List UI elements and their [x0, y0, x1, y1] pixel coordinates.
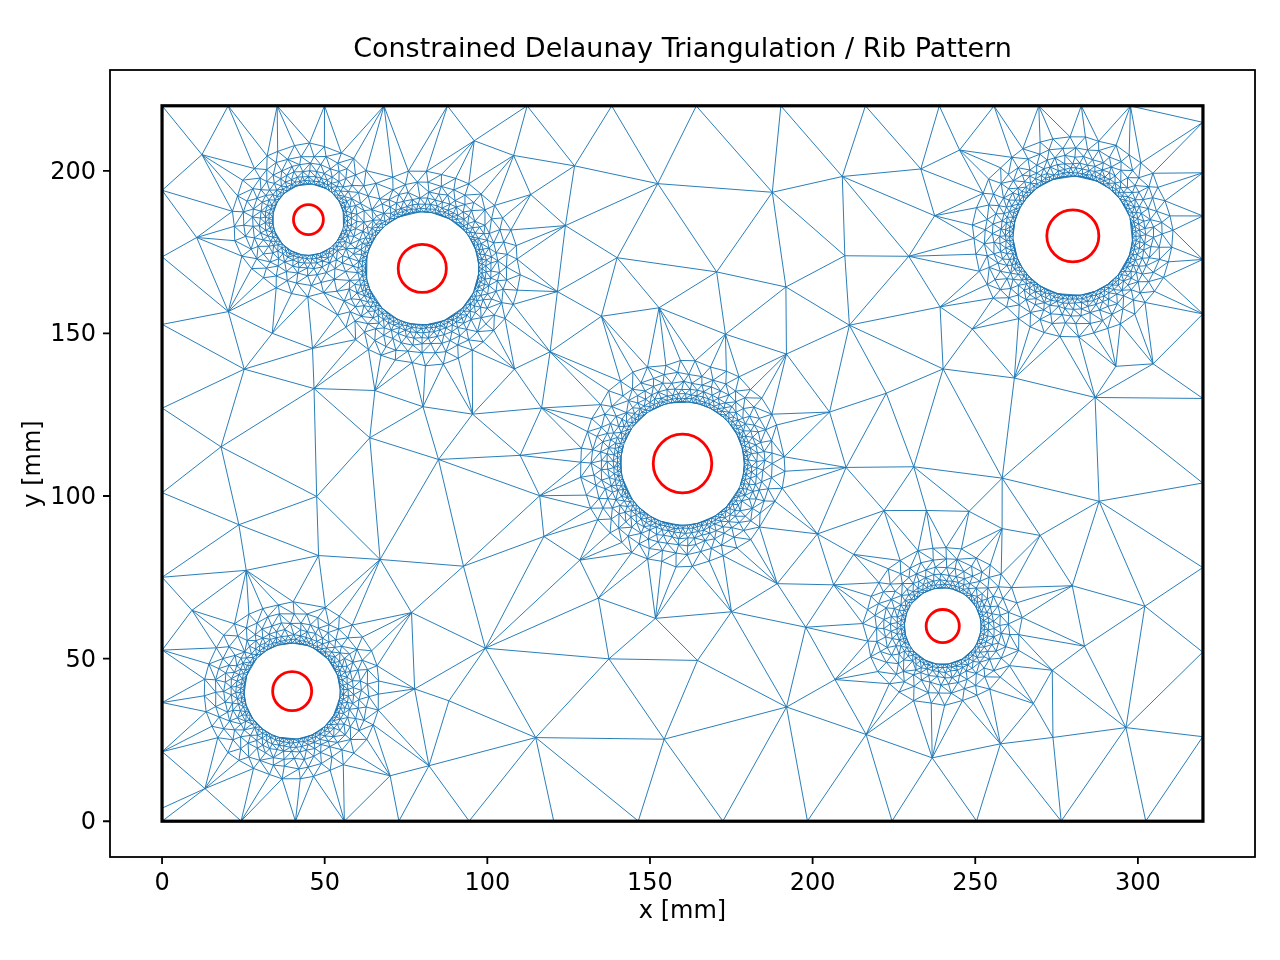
- plot-canvas: [0, 0, 1280, 960]
- figure: Constrained Delaunay Triangulation / Rib…: [0, 0, 1280, 960]
- x-tick-label: 300: [1088, 868, 1188, 896]
- x-tick-label: 0: [112, 868, 212, 896]
- y-tick-label: 150: [16, 319, 96, 347]
- x-tick-label: 150: [600, 868, 700, 896]
- chart-title: Constrained Delaunay Triangulation / Rib…: [110, 32, 1255, 64]
- y-tick-label: 0: [16, 807, 96, 835]
- y-tick-label: 200: [16, 157, 96, 185]
- y-tick-label: 50: [16, 645, 96, 673]
- x-axis-label: x [mm]: [110, 896, 1255, 924]
- x-tick-label: 100: [437, 868, 537, 896]
- x-tick-label: 50: [275, 868, 375, 896]
- x-tick-label: 250: [925, 868, 1025, 896]
- x-tick-label: 200: [763, 868, 863, 896]
- y-tick-label: 100: [16, 482, 96, 510]
